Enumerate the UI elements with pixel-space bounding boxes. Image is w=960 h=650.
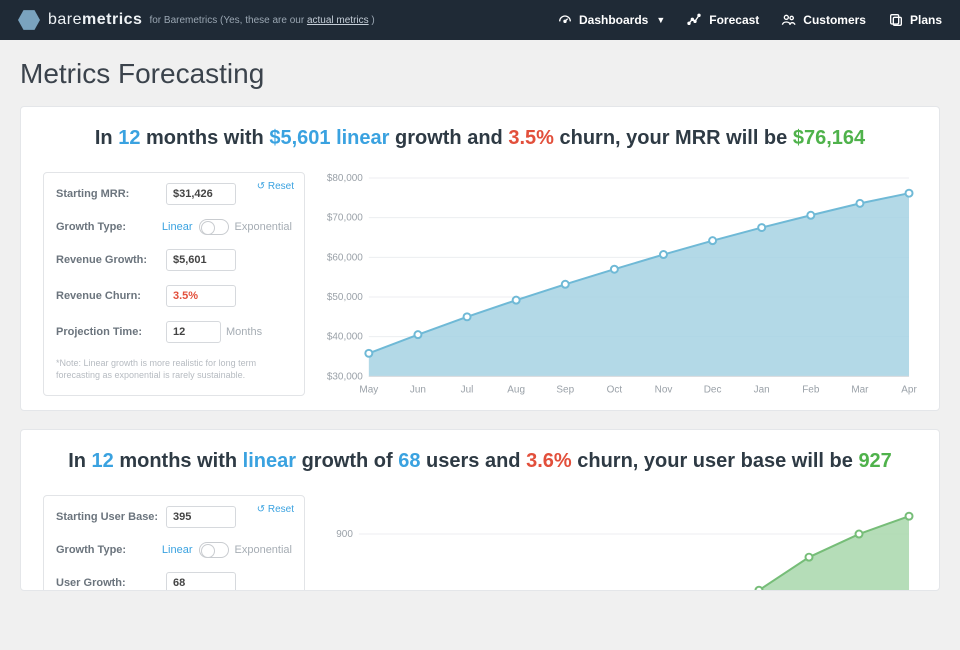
revenue-growth-input[interactable] [166,249,236,271]
label-starting-users: Starting User Base: [56,511,166,523]
users-sentence: In 12 months with linear growth of 68 us… [43,450,917,473]
mrr-chart: $30,000 $40,000 $50,000 $60,000 $70,000 $80,0… [319,172,917,396]
mrr-sentence: In 12 months with $5,601 linear growth a… [43,127,917,150]
svg-text:$40,000: $40,000 [327,332,363,343]
nav: Dashboards ▼ Forecast Customers Plans [557,12,942,28]
label-starting-mrr: Starting MRR: [56,188,166,200]
svg-text:Jan: Jan [754,384,770,395]
users-linear-option[interactable]: Linear [162,544,193,556]
revenue-churn-input[interactable] [166,285,236,307]
svg-text:Nov: Nov [655,384,673,395]
growth-exponential-option[interactable]: Exponential [235,221,293,233]
label-projection-time: Projection Time: [56,326,166,338]
label-user-growth: User Growth: [56,577,166,589]
svg-text:$70,000: $70,000 [327,213,363,224]
mrr-amount: $5,601 linear [269,127,389,149]
mrr-chart-svg: $30,000 $40,000 $50,000 $60,000 $70,000 $80,0… [319,172,917,396]
user-growth-input[interactable] [166,572,236,590]
svg-text:Aug: Aug [507,384,525,395]
chevron-down-icon: ▼ [656,15,665,25]
mrr-result: $76,164 [793,127,865,149]
brand-logo-icon [18,9,40,31]
growth-type-toggle[interactable] [199,219,229,235]
label-revenue-churn: Revenue Churn: [56,290,166,302]
users-chart: 700800900 [319,495,917,590]
svg-text:Feb: Feb [802,384,820,395]
users-exponential-option[interactable]: Exponential [235,544,293,556]
gauge-icon [557,12,573,28]
mrr-reset-button[interactable]: ↺ Reset [257,181,294,192]
users-icon [781,12,797,28]
page-title: Metrics Forecasting [20,58,940,90]
starting-users-input[interactable] [166,506,236,528]
topbar: baremetrics for Baremetrics (Yes, these … [0,0,960,40]
actual-metrics-link[interactable]: actual metrics [307,15,369,26]
mrr-controls: ↺ Reset Starting MRR: Growth Type: Linea… [43,172,305,396]
svg-text:Sep: Sep [556,384,574,395]
svg-text:May: May [359,384,378,395]
growth-linear-option[interactable]: Linear [162,221,193,233]
mrr-months: 12 [118,127,140,149]
mrr-churn: 3.5% [508,127,554,149]
label-growth-type: Growth Type: [56,221,162,233]
svg-text:$80,000: $80,000 [327,173,363,184]
svg-text:900: 900 [336,529,353,540]
brand[interactable]: baremetrics [48,11,142,29]
brand-subtext: for Baremetrics (Yes, these are our actu… [149,15,374,26]
svg-text:$30,000: $30,000 [327,371,363,382]
brand-light: bare [48,11,82,28]
mrr-note: *Note: Linear growth is more realistic f… [56,357,292,381]
users-controls: ↺ Reset Starting User Base: Growth Type:… [43,495,305,590]
starting-mrr-input[interactable] [166,183,236,205]
svg-text:Mar: Mar [851,384,869,395]
svg-text:Dec: Dec [704,384,722,395]
projection-time-input[interactable] [166,321,221,343]
svg-text:$50,000: $50,000 [327,292,363,303]
svg-text:Oct: Oct [607,384,623,395]
users-chart-svg: 700800900 [319,495,917,590]
mrr-forecast-card: In 12 months with $5,601 linear growth a… [20,106,940,411]
svg-text:Apr: Apr [901,384,917,395]
users-reset-button[interactable]: ↺ Reset [257,504,294,515]
svg-text:$60,000: $60,000 [327,252,363,263]
nav-plans[interactable]: Plans [888,12,942,28]
nav-dashboards[interactable]: Dashboards ▼ [557,12,665,28]
nav-forecast[interactable]: Forecast [687,12,759,28]
label-users-growth-type: Growth Type: [56,544,162,556]
months-suffix: Months [226,326,262,338]
label-revenue-growth: Revenue Growth: [56,254,166,266]
svg-text:Jul: Jul [461,384,474,395]
brand-bold: metrics [82,11,142,28]
users-forecast-card: In 12 months with linear growth of 68 us… [20,429,940,591]
plans-icon [888,12,904,28]
users-growth-type-toggle[interactable] [199,542,229,558]
trend-icon [687,12,703,28]
nav-customers[interactable]: Customers [781,12,866,28]
svg-text:Jun: Jun [410,384,426,395]
